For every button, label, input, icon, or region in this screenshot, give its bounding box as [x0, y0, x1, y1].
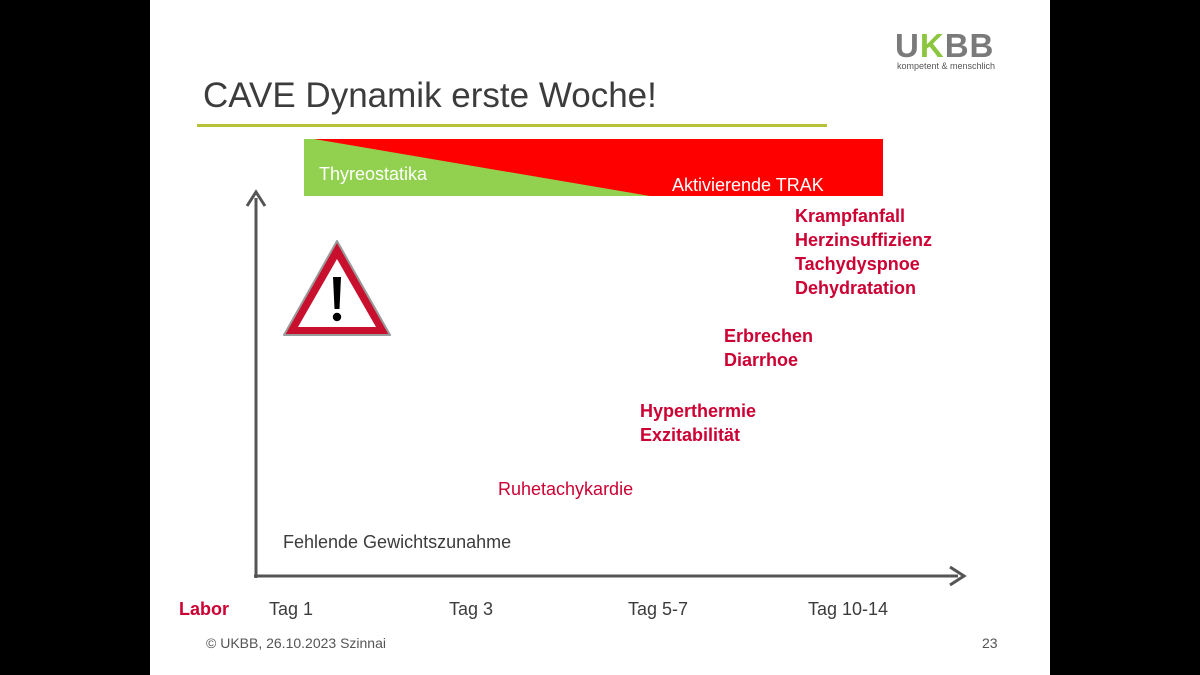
- symptom-item: Diarrhoe: [724, 350, 799, 370]
- title-underline: [197, 124, 827, 127]
- therapy-bar: [304, 139, 883, 196]
- x-tick-label: Tag 5-7: [628, 599, 689, 619]
- warning-icon: [283, 240, 391, 336]
- symptom-item: Exzitabilität: [640, 425, 741, 445]
- symptom-group-gi: Erbrechen Diarrhoe: [724, 324, 813, 372]
- bar-label-trak: Aktivierende TRAK: [672, 175, 824, 195]
- y-axis-arrow: [245, 189, 267, 207]
- symptom-group-tag3: Ruhetachykardie: [498, 477, 633, 501]
- symptom-item: Dehydratation: [795, 278, 917, 298]
- symptom-item: Erbrechen: [724, 326, 814, 346]
- x-axis-arrow: [949, 565, 967, 587]
- x-tick-label: Tag 10-14: [808, 599, 889, 619]
- slide-title: CAVE Dynamik erste Woche!: [203, 76, 657, 115]
- logo-letter-k: K: [919, 27, 945, 64]
- axes: [245, 189, 967, 587]
- bar-red-area: [314, 139, 883, 196]
- x-row-label: Labor: [179, 599, 230, 619]
- slide: UKBB kompetent & menschlich CAVE Dynamik…: [150, 0, 1050, 675]
- bar-label-thyreostatika: Thyreostatika: [319, 164, 428, 184]
- x-tick-label: Tag 3: [449, 599, 494, 619]
- ukbb-logo: UKBB kompetent & menschlich: [895, 27, 1015, 74]
- symptom-group-tag10-14: Krampfanfall Herzinsuffizienz Tachydyspn…: [795, 204, 932, 300]
- footer-copyright: © UKBB, 26.10.2023 Szinnai: [206, 635, 386, 651]
- logo-letter-u: U: [895, 27, 920, 64]
- symptom-group-tag5-7: Hyperthermie Exzitabilität: [640, 399, 756, 447]
- symptom-item: Tachydyspnoe: [795, 254, 920, 274]
- x-tick-label: Tag 1: [269, 599, 314, 619]
- symptom-item: Hyperthermie: [640, 401, 757, 421]
- logo-tagline: kompetent & menschlich: [897, 61, 996, 71]
- logo-wordmark: UKBB: [895, 27, 995, 64]
- symptom-item: Herzinsuffizienz: [795, 230, 933, 250]
- logo-letters-bb: BB: [944, 27, 995, 64]
- symptom-item: Ruhetachykardie: [498, 479, 634, 499]
- symptom-item: Krampfanfall: [795, 206, 906, 226]
- baseline-text: Fehlende Gewichtszunahme: [283, 532, 512, 552]
- page-number: 23: [982, 635, 998, 651]
